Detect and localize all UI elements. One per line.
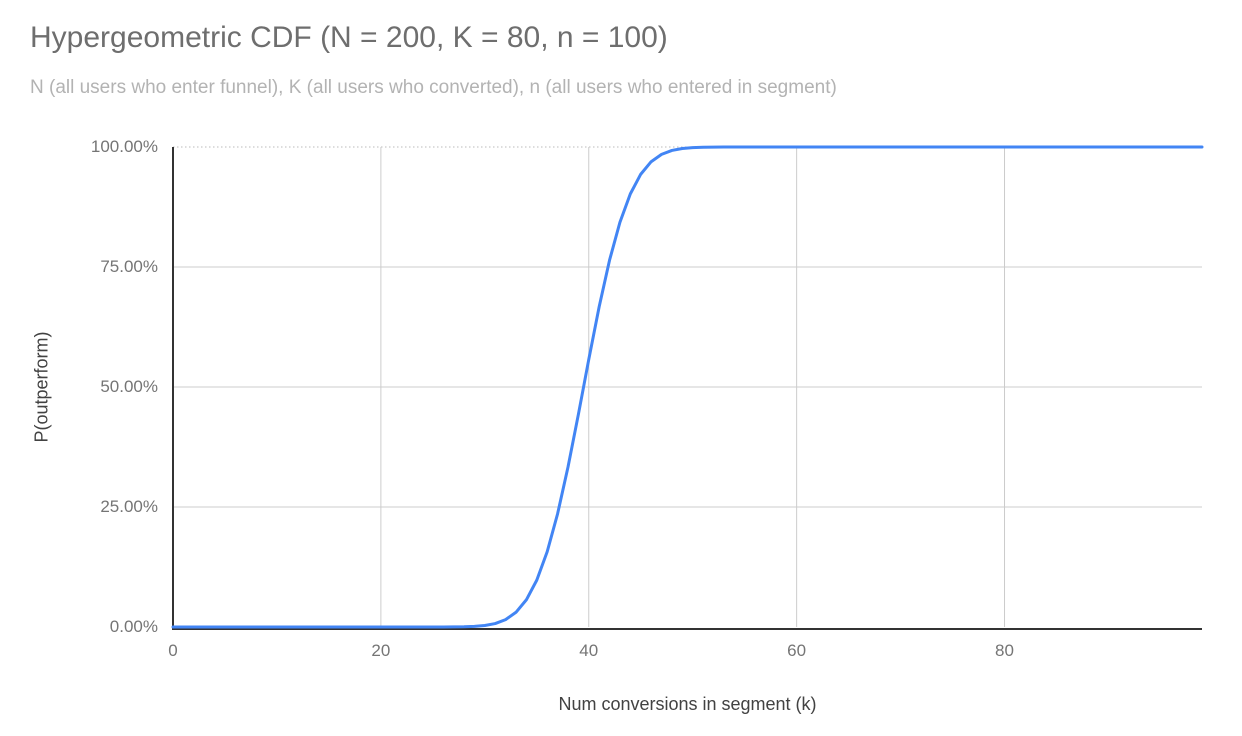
- y-tick-label: 100.00%: [90, 137, 158, 156]
- x-tick-label: 0: [168, 641, 178, 660]
- series-line: [171, 145, 1204, 629]
- x-axis-title: Num conversions in segment (k): [558, 694, 817, 714]
- y-tick-label: 25.00%: [100, 497, 158, 516]
- x-tick-label: 40: [579, 641, 599, 660]
- y-tick-label: 0.00%: [109, 617, 158, 636]
- chart-subtitle: N (all users who enter funnel), K (all u…: [30, 77, 837, 98]
- x-tick-label: 60: [787, 641, 807, 660]
- x-tick-label: 80: [995, 641, 1014, 660]
- chart-title: Hypergeometric CDF (N = 200, K = 80, n =…: [30, 21, 668, 54]
- y-tick-label: 50.00%: [100, 377, 158, 396]
- y-tick-label: 75.00%: [100, 257, 158, 276]
- x-tick-label: 20: [371, 641, 391, 660]
